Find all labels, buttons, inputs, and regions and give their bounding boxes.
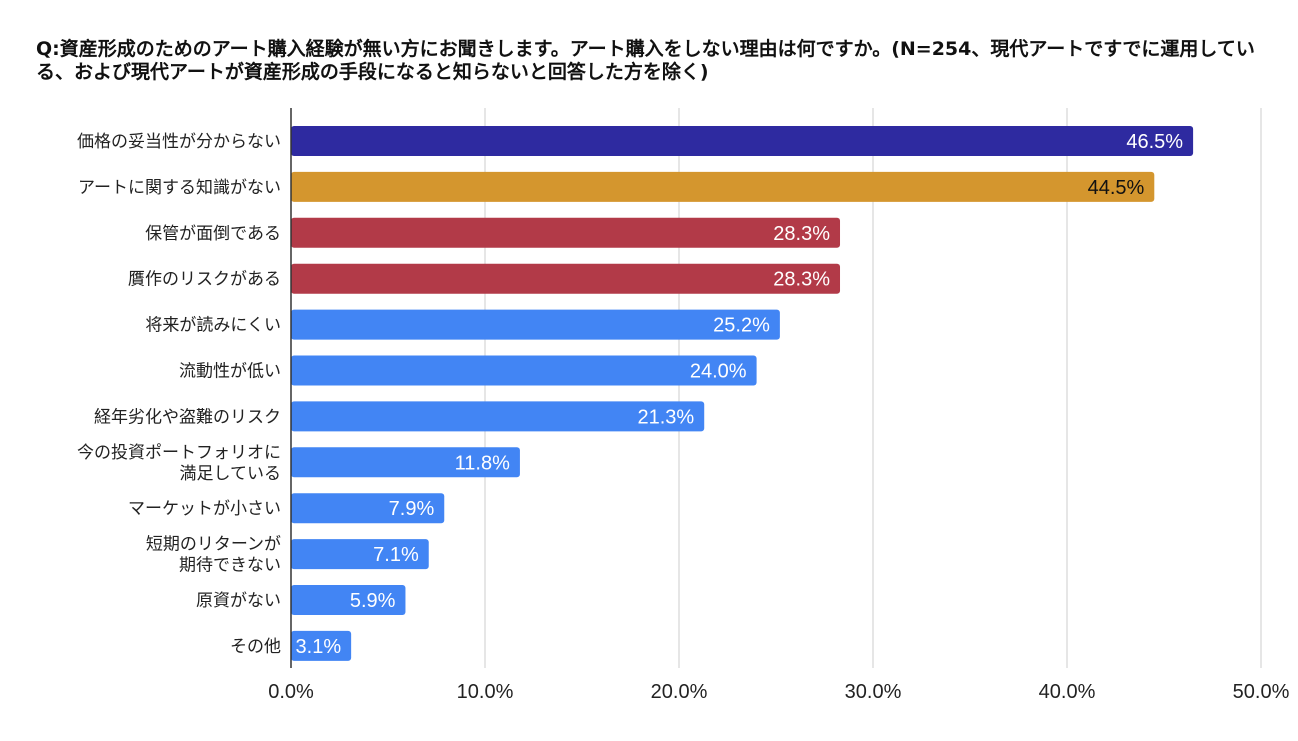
x-tick-label: 0.0% xyxy=(268,681,314,703)
category-label: 将来が読みにくい xyxy=(145,316,281,336)
data-label: 24.0% xyxy=(690,361,747,383)
category-label: 価格の妥当性が分からない xyxy=(77,132,281,152)
bar xyxy=(291,126,1194,156)
data-label: 5.9% xyxy=(350,590,396,612)
data-label: 28.3% xyxy=(773,269,830,291)
bar xyxy=(291,309,780,340)
bar xyxy=(291,217,841,248)
bar xyxy=(291,447,520,478)
category-label: アートに関する知識がない xyxy=(78,178,281,198)
category-label: 経年劣化や盗難のリスク xyxy=(94,407,281,427)
data-label: 25.2% xyxy=(713,315,770,337)
x-tick-label: 40.0% xyxy=(1039,681,1096,703)
data-label: 21.3% xyxy=(638,406,695,428)
data-label: 11.8% xyxy=(455,452,510,474)
data-label: 7.1% xyxy=(373,544,419,566)
category-label: 今の投資ポートフォリオに xyxy=(77,443,281,463)
x-tick-label: 30.0% xyxy=(845,681,902,703)
x-tick-label: 20.0% xyxy=(651,681,708,703)
category-label: 満足している xyxy=(180,464,282,484)
category-label: 期待できない xyxy=(179,556,281,576)
bar xyxy=(291,585,406,615)
category-label: 保管が面倒である xyxy=(145,224,281,244)
data-label: 46.5% xyxy=(1126,131,1183,153)
bar xyxy=(291,493,445,524)
category-label: 流動性が低い xyxy=(179,362,281,382)
category-label: 短期のリターンが xyxy=(146,535,281,555)
data-label: 3.1% xyxy=(296,636,342,658)
bar xyxy=(291,401,705,432)
bar xyxy=(291,630,352,661)
bar xyxy=(291,355,757,386)
category-label: 贋作のリスクがある xyxy=(128,270,281,290)
data-label: 28.3% xyxy=(773,223,830,245)
category-label: その他 xyxy=(230,637,281,657)
bar xyxy=(291,171,1155,202)
data-label: 44.5% xyxy=(1088,177,1145,199)
category-label: マーケットが小さい xyxy=(128,499,281,519)
data-label: 7.9% xyxy=(389,498,435,520)
x-tick-label: 10.0% xyxy=(457,681,514,703)
chart-title: Q:資産形成のためのアート購入経験が無い方にお聞きします。アート購入をしない理由… xyxy=(36,38,1255,83)
x-tick-label: 50.0% xyxy=(1233,681,1290,703)
bar xyxy=(291,539,429,570)
category-label: 原資がない xyxy=(196,591,281,611)
bar xyxy=(291,263,841,294)
